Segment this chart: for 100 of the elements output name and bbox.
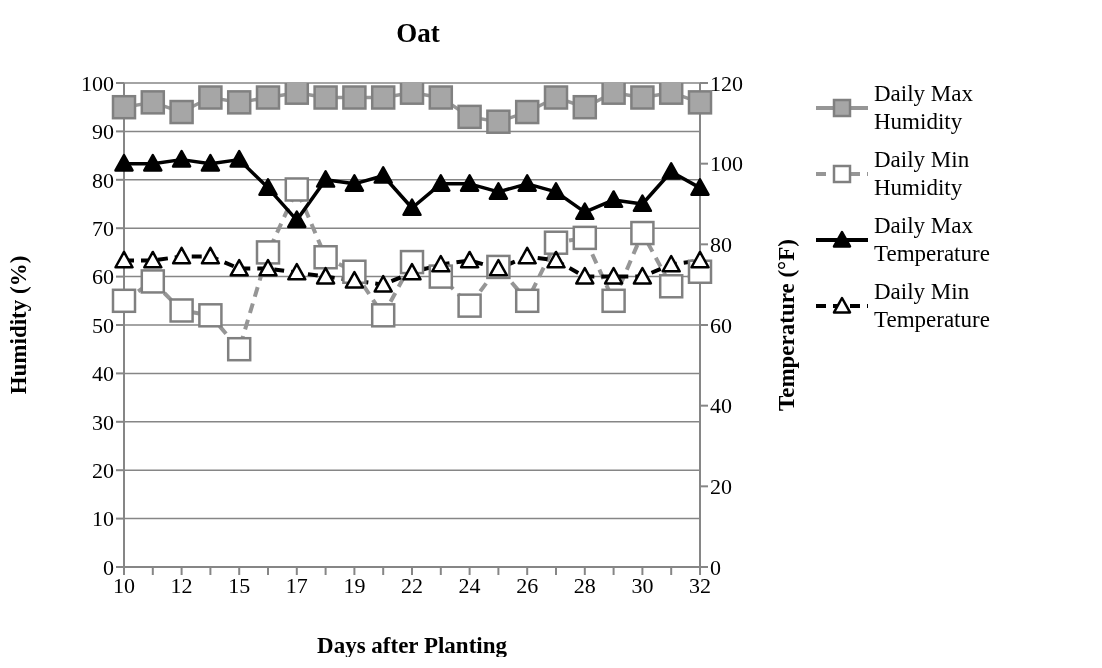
y-tick-label: 60 — [92, 264, 114, 290]
point — [661, 254, 681, 273]
point — [143, 153, 163, 172]
point — [488, 182, 509, 200]
point — [198, 303, 223, 328]
point — [171, 246, 192, 265]
point — [514, 288, 540, 314]
point — [111, 288, 137, 314]
point — [632, 266, 653, 285]
point — [114, 250, 134, 269]
y-axis-title: Humidity (%) — [6, 255, 32, 395]
y-tick-label: 40 — [92, 361, 114, 387]
y-tick-label: 10 — [92, 506, 114, 532]
point — [171, 149, 192, 168]
point — [457, 104, 482, 130]
point — [198, 85, 223, 110]
point — [284, 83, 310, 105]
x-tick-label: 24 — [458, 572, 481, 598]
y2-tick-label: 120 — [710, 70, 743, 96]
chart-title: Oat — [395, 18, 441, 49]
x-tick-label: 15 — [228, 572, 251, 598]
point — [373, 166, 393, 184]
point — [342, 85, 367, 110]
point — [543, 230, 569, 255]
point — [459, 174, 480, 192]
y-tick-label: 20 — [92, 458, 114, 484]
point — [632, 194, 653, 213]
point — [690, 250, 710, 269]
point — [255, 240, 281, 265]
point — [200, 153, 221, 172]
point — [373, 274, 393, 293]
y-tick-label: 0 — [103, 554, 114, 580]
point — [143, 250, 163, 269]
point — [658, 83, 684, 105]
x-tick-label: 28 — [573, 572, 596, 598]
point — [111, 94, 137, 120]
x-tick-label: 10 — [113, 572, 135, 598]
point — [517, 246, 537, 265]
y2-tick-label: 40 — [710, 393, 732, 419]
point — [315, 170, 336, 188]
point — [431, 174, 451, 192]
x-tick-label: 30 — [631, 572, 654, 598]
y2-tick-label: 0 — [710, 554, 721, 580]
point — [428, 85, 454, 110]
y2-tick-label: 20 — [710, 474, 732, 500]
point — [601, 288, 626, 314]
legend-label: Daily Max Temperature — [874, 212, 991, 268]
point — [603, 266, 624, 285]
point — [486, 109, 511, 134]
point — [169, 99, 194, 125]
point — [546, 250, 566, 269]
legend-label: Daily Min Humidity — [874, 146, 971, 202]
point — [344, 270, 365, 289]
point — [402, 198, 422, 217]
x-tick-label: 12 — [170, 572, 193, 598]
point — [575, 202, 595, 221]
point — [399, 83, 425, 105]
point — [517, 174, 537, 192]
y-tick-label: 30 — [92, 409, 114, 435]
point — [687, 90, 713, 115]
point — [630, 220, 655, 246]
x-tick-label: 17 — [285, 572, 308, 598]
point — [661, 161, 681, 180]
point — [572, 225, 598, 251]
point — [431, 254, 451, 273]
x-tick-label: 19 — [343, 572, 366, 598]
point — [226, 336, 252, 362]
y-tick-label: 90 — [92, 119, 114, 145]
point — [255, 85, 281, 110]
point — [603, 190, 624, 209]
point — [459, 250, 480, 269]
point — [284, 177, 310, 202]
y-tick-label: 70 — [92, 216, 114, 242]
y-tick-label: 50 — [92, 312, 114, 338]
point — [140, 90, 166, 115]
point — [370, 303, 396, 328]
point — [514, 99, 540, 125]
x-tick-label: 26 — [516, 572, 539, 598]
point — [114, 153, 134, 172]
point — [575, 266, 595, 285]
point — [226, 90, 252, 115]
legend-label: Daily Min Temperature — [874, 278, 991, 334]
point — [229, 149, 249, 168]
y2-tick-label: 60 — [710, 312, 732, 338]
y-tick-label: 100 — [81, 70, 114, 96]
x-tick-label: 32 — [689, 572, 711, 598]
point — [200, 246, 221, 265]
legend-label: Daily Max Humidity — [874, 80, 974, 136]
point — [690, 178, 710, 196]
point — [601, 83, 626, 105]
point — [287, 262, 307, 281]
point — [169, 298, 194, 323]
point — [258, 258, 278, 277]
point — [370, 85, 396, 110]
x-tick-label: 22 — [401, 572, 423, 598]
y2-axis-title: Temperature (°F) — [774, 238, 800, 412]
point — [229, 258, 249, 277]
point — [313, 244, 338, 270]
y-tick-label: 80 — [92, 167, 114, 193]
point — [658, 274, 684, 299]
